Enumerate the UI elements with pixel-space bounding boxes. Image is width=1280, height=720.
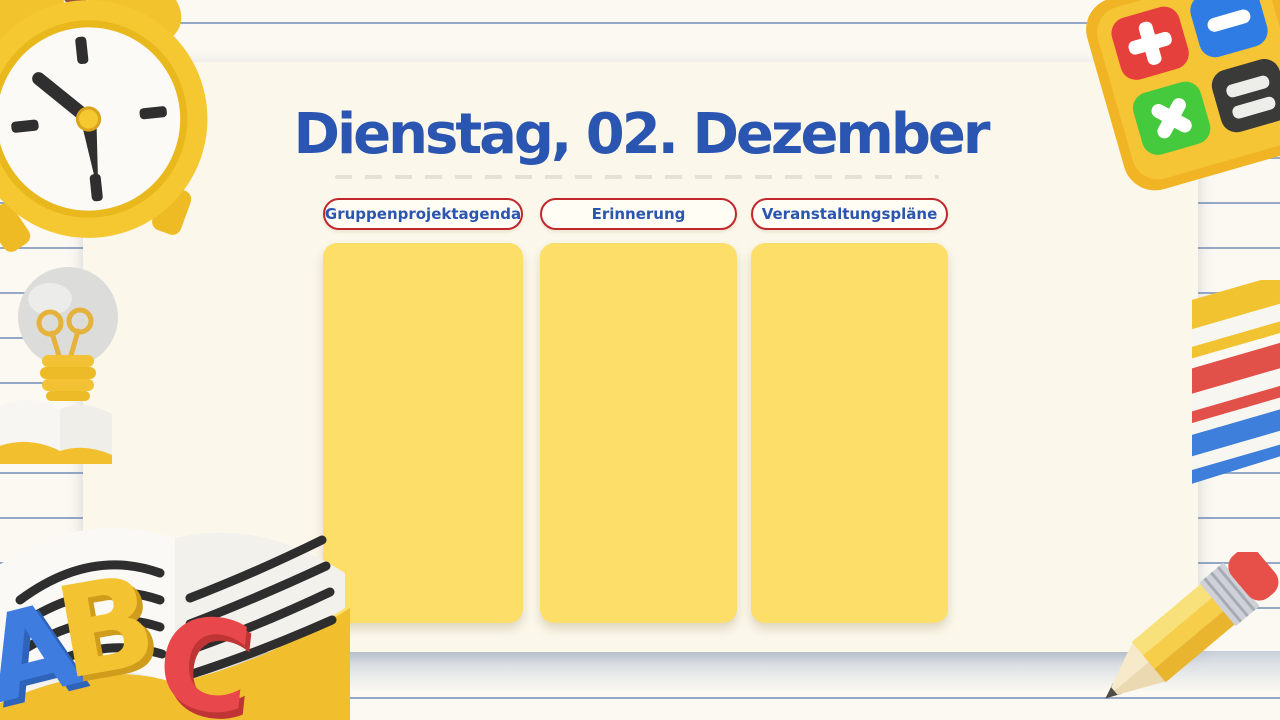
column-label-text: Erinnerung bbox=[591, 205, 686, 223]
page-title: Dienstag, 02. Dezember bbox=[293, 102, 990, 167]
paper-edge-shadow bbox=[0, 651, 1280, 697]
note-card-gruppenprojektagenda[interactable] bbox=[323, 243, 523, 623]
note-card-erinnerung[interactable] bbox=[540, 243, 737, 623]
column-label-text: Veranstaltungspläne bbox=[761, 205, 938, 223]
column-label-veranstaltungsplaene[interactable]: Veranstaltungspläne bbox=[751, 198, 948, 230]
column-label-text: Gruppenprojektagenda bbox=[324, 205, 522, 223]
column-label-erinnerung[interactable]: Erinnerung bbox=[540, 198, 737, 230]
slide-panel: Dienstag, 02. Dezember Gruppenprojektage… bbox=[83, 62, 1198, 652]
book-stack-icon bbox=[1192, 280, 1280, 486]
dashed-divider bbox=[335, 175, 939, 179]
letter-a: A bbox=[0, 574, 92, 720]
note-card-veranstaltungsplaene[interactable] bbox=[751, 243, 948, 623]
column-label-gruppenprojektagenda[interactable]: Gruppenprojektagenda bbox=[323, 198, 523, 230]
